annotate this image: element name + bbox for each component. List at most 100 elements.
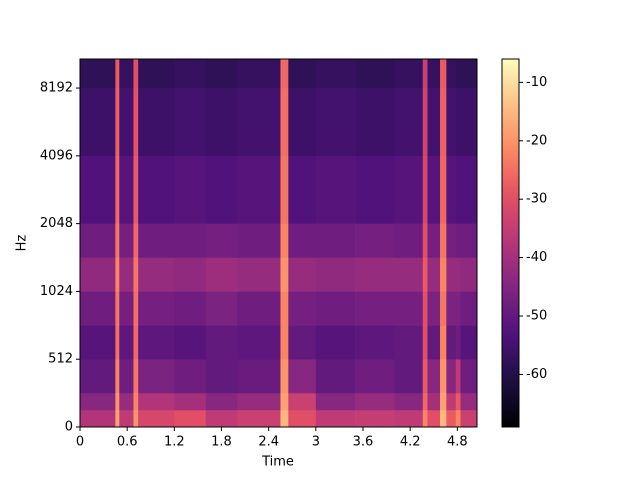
cell: [440, 291, 447, 326]
cell: [440, 393, 447, 411]
cell: [422, 359, 428, 394]
cell: [119, 325, 134, 360]
cell: [174, 291, 207, 326]
cell: [133, 359, 139, 394]
cell: [394, 325, 424, 360]
cell: [455, 325, 461, 360]
cell: [280, 291, 289, 326]
colorbar-tick-label: -30: [526, 192, 547, 207]
cell: [315, 88, 356, 157]
cell: [174, 223, 207, 258]
x-tick-label: 0: [76, 435, 84, 450]
cell: [455, 155, 461, 224]
cell: [394, 223, 424, 258]
cell: [138, 325, 175, 360]
y-tick-label: 2048: [40, 216, 73, 231]
cell: [460, 291, 478, 326]
cell: [115, 223, 120, 258]
cell: [355, 410, 395, 428]
cell: [460, 359, 478, 394]
y-tick-label: 4096: [40, 148, 73, 163]
cell: [115, 359, 120, 394]
cell: [133, 257, 139, 292]
cell: [427, 291, 441, 326]
cell: [355, 393, 395, 411]
cell: [427, 410, 441, 428]
cell: [115, 325, 120, 360]
cell: [427, 88, 441, 157]
cell: [446, 88, 457, 157]
cell: [460, 59, 478, 89]
cell: [80, 59, 116, 89]
cell: [427, 325, 441, 360]
cell: [174, 59, 207, 89]
cell: [280, 88, 289, 157]
cell: [394, 155, 424, 224]
cell: [280, 393, 289, 411]
y-axis-label: Hz: [15, 235, 30, 252]
x-tick-label: 2.4: [258, 435, 279, 450]
cell: [133, 88, 139, 157]
cell: [394, 393, 424, 411]
cell: [355, 257, 395, 292]
cell: [355, 325, 395, 360]
cell: [133, 223, 139, 258]
cell: [133, 393, 139, 411]
cell: [422, 223, 428, 258]
cell: [138, 59, 175, 89]
cell: [460, 410, 478, 428]
cell: [80, 291, 116, 326]
colorbar: [501, 58, 520, 428]
cell: [80, 325, 116, 360]
cell: [288, 223, 317, 258]
cell: [460, 393, 478, 411]
cell: [446, 393, 457, 411]
cell: [80, 257, 116, 292]
cell: [138, 155, 175, 224]
cell: [280, 257, 289, 292]
x-tick-label: 1.8: [211, 435, 232, 450]
cell: [394, 359, 424, 394]
cell: [280, 155, 289, 224]
cell: [133, 59, 139, 89]
cell: [315, 59, 356, 89]
cell: [455, 257, 461, 292]
cell: [455, 59, 461, 89]
x-tick-label: 0.6: [117, 435, 138, 450]
cell: [237, 223, 281, 258]
cell: [315, 410, 356, 428]
cell: [280, 359, 289, 394]
colorbar-tick-label: -40: [526, 250, 547, 265]
cell: [355, 59, 395, 89]
cell: [440, 410, 447, 428]
cell: [422, 291, 428, 326]
cell: [355, 88, 395, 157]
cell: [115, 410, 120, 428]
cell: [446, 223, 457, 258]
cell: [133, 325, 139, 360]
cell: [394, 88, 424, 157]
cell: [427, 359, 441, 394]
plot-frame: [79, 58, 478, 428]
cell: [174, 359, 207, 394]
cell: [460, 223, 478, 258]
cell: [440, 88, 447, 157]
cell: [288, 291, 317, 326]
cell: [138, 410, 175, 428]
cell: [446, 325, 457, 360]
cell: [422, 393, 428, 411]
cell: [288, 257, 317, 292]
cell: [133, 155, 139, 224]
cell: [427, 59, 441, 89]
cell: [394, 291, 424, 326]
cell: [460, 325, 478, 360]
x-tick-label: 3.6: [353, 435, 374, 450]
cell: [237, 291, 281, 326]
cell: [119, 88, 134, 157]
cell: [119, 410, 134, 428]
cell: [422, 410, 428, 428]
cell: [422, 88, 428, 157]
cell: [115, 393, 120, 411]
cell: [427, 223, 441, 258]
cell: [174, 155, 207, 224]
